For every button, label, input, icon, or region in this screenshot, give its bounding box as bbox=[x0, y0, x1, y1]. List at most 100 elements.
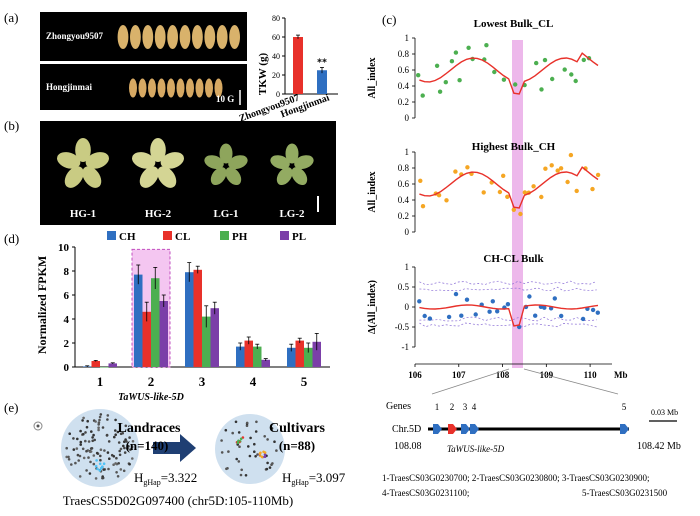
landrace-dot bbox=[92, 454, 96, 457]
panel-label-a: (a) bbox=[4, 10, 18, 25]
bsa-tick-label: 0.4 bbox=[398, 195, 410, 205]
seed bbox=[82, 166, 102, 188]
bsa-tick-label: 1 bbox=[405, 147, 410, 157]
landrace-dot bbox=[117, 462, 120, 465]
bsa-plots: Lowest Bulk_CL All_index 1 0.8 0.6 0.4 0.2 0 Hig… bbox=[367, 18, 601, 352]
seed bbox=[204, 155, 224, 170]
landrace-dot bbox=[130, 445, 134, 449]
legend-swatch bbox=[280, 231, 289, 240]
fpkm-bar bbox=[202, 316, 211, 367]
landrace-dot bbox=[65, 455, 68, 459]
bsa-tick-label: 0.6 bbox=[398, 179, 410, 189]
landraces-h: HgHap=3.322 bbox=[134, 470, 197, 487]
grain bbox=[167, 78, 175, 98]
landrace-dot bbox=[114, 418, 117, 422]
cultivar-dot bbox=[220, 439, 223, 442]
bsa-point bbox=[446, 314, 452, 320]
fpkm-bar bbox=[134, 274, 143, 367]
landrace-dot bbox=[116, 430, 120, 434]
scale-label-a: 10 G bbox=[216, 94, 234, 104]
seed bbox=[85, 152, 109, 169]
bsa-point bbox=[466, 45, 471, 50]
cultivar-dot bbox=[235, 457, 238, 461]
gene-number: 2 bbox=[450, 402, 455, 412]
gene-arrow bbox=[470, 424, 479, 434]
cultivar-dot bbox=[266, 461, 269, 465]
hap-marker-dot bbox=[36, 424, 40, 428]
landrace-dot bbox=[98, 415, 102, 419]
tkw-tick-label: 60 bbox=[272, 33, 280, 42]
bsa-point bbox=[565, 179, 570, 185]
legend-swatch bbox=[220, 231, 229, 240]
bsa-line bbox=[419, 304, 599, 327]
cultivar-dot bbox=[255, 420, 258, 424]
bsa-tick-label: 0.6 bbox=[398, 65, 410, 75]
landrace-dot bbox=[128, 462, 131, 466]
landrace-dot bbox=[112, 463, 115, 467]
seed bbox=[150, 138, 166, 162]
panel-label-e: (e) bbox=[4, 400, 18, 415]
bsa-point bbox=[581, 57, 586, 63]
bsa-threshold bbox=[419, 280, 597, 286]
bsa-point bbox=[436, 193, 442, 198]
bsa-tick-label: 0 bbox=[405, 113, 410, 123]
landrace-dot bbox=[108, 457, 111, 461]
bsa-plot-ylabel: All_index bbox=[367, 171, 378, 212]
bsa-point bbox=[443, 80, 448, 85]
cultivar-dot bbox=[273, 440, 276, 444]
landrace-dot bbox=[89, 450, 93, 453]
landrace-dot bbox=[101, 476, 105, 480]
landrace-dot bbox=[118, 449, 121, 453]
seed bbox=[210, 167, 227, 186]
landrace-dot bbox=[121, 431, 124, 435]
cultivars-label: Cultivars bbox=[269, 421, 326, 436]
bsa-point bbox=[418, 178, 423, 183]
grain bbox=[130, 25, 141, 49]
cultivar-dot bbox=[227, 450, 230, 453]
landrace-dot bbox=[94, 420, 97, 423]
tkw-bar bbox=[317, 70, 327, 94]
chr-start: 108.08 bbox=[394, 441, 422, 452]
landrace-dot bbox=[95, 451, 99, 455]
tkw-ylabel: TKW (g) bbox=[257, 53, 269, 96]
landrace-dot bbox=[99, 458, 102, 462]
landrace-dot bbox=[98, 469, 102, 472]
legend-label: PL bbox=[292, 231, 306, 243]
seed-clusters bbox=[57, 138, 314, 188]
bsa-point bbox=[505, 302, 511, 307]
bsa-tick-label: 1 bbox=[405, 33, 410, 43]
fpkm-bar bbox=[244, 340, 253, 367]
arrow-shaft bbox=[153, 442, 180, 454]
cultivar-dot bbox=[248, 454, 252, 458]
cultivar-dot bbox=[254, 455, 257, 458]
bsa-point bbox=[513, 82, 518, 87]
fpkm-tick-label: 10 bbox=[58, 242, 70, 254]
fpkm-bar bbox=[261, 359, 270, 367]
bsa-point bbox=[481, 190, 486, 195]
panel-label-b: (b) bbox=[4, 118, 19, 133]
fpkm-tick-label: 8 bbox=[64, 266, 70, 278]
bsa-plot-ylabel: Δ(All_index) bbox=[367, 280, 378, 334]
seed bbox=[139, 166, 159, 188]
tkw-bar bbox=[293, 37, 303, 94]
landrace-dot bbox=[114, 462, 117, 465]
bsa-plot-ylabel: All_index bbox=[367, 57, 378, 98]
landrace-dot bbox=[123, 451, 127, 454]
gene-list-line2-left: 4-TraesCS03G0231100; bbox=[382, 488, 469, 498]
bsa-point bbox=[420, 93, 425, 98]
tkw-tick-label: 20 bbox=[272, 71, 280, 80]
grain bbox=[148, 78, 156, 98]
cultivar-dot bbox=[275, 449, 278, 452]
landrace-dot bbox=[107, 467, 110, 471]
cultivar-dot bbox=[236, 441, 240, 445]
bsa-point bbox=[590, 307, 596, 313]
bsa-point bbox=[465, 165, 470, 170]
bsa-point bbox=[580, 316, 586, 322]
seed bbox=[219, 143, 233, 164]
bsa-xtick-label: 106 bbox=[408, 370, 422, 380]
cultivar-dot bbox=[249, 436, 252, 440]
landrace-dot bbox=[123, 440, 126, 444]
landrace-dot bbox=[79, 440, 83, 444]
bsa-point bbox=[555, 168, 560, 173]
grain bbox=[138, 78, 147, 98]
